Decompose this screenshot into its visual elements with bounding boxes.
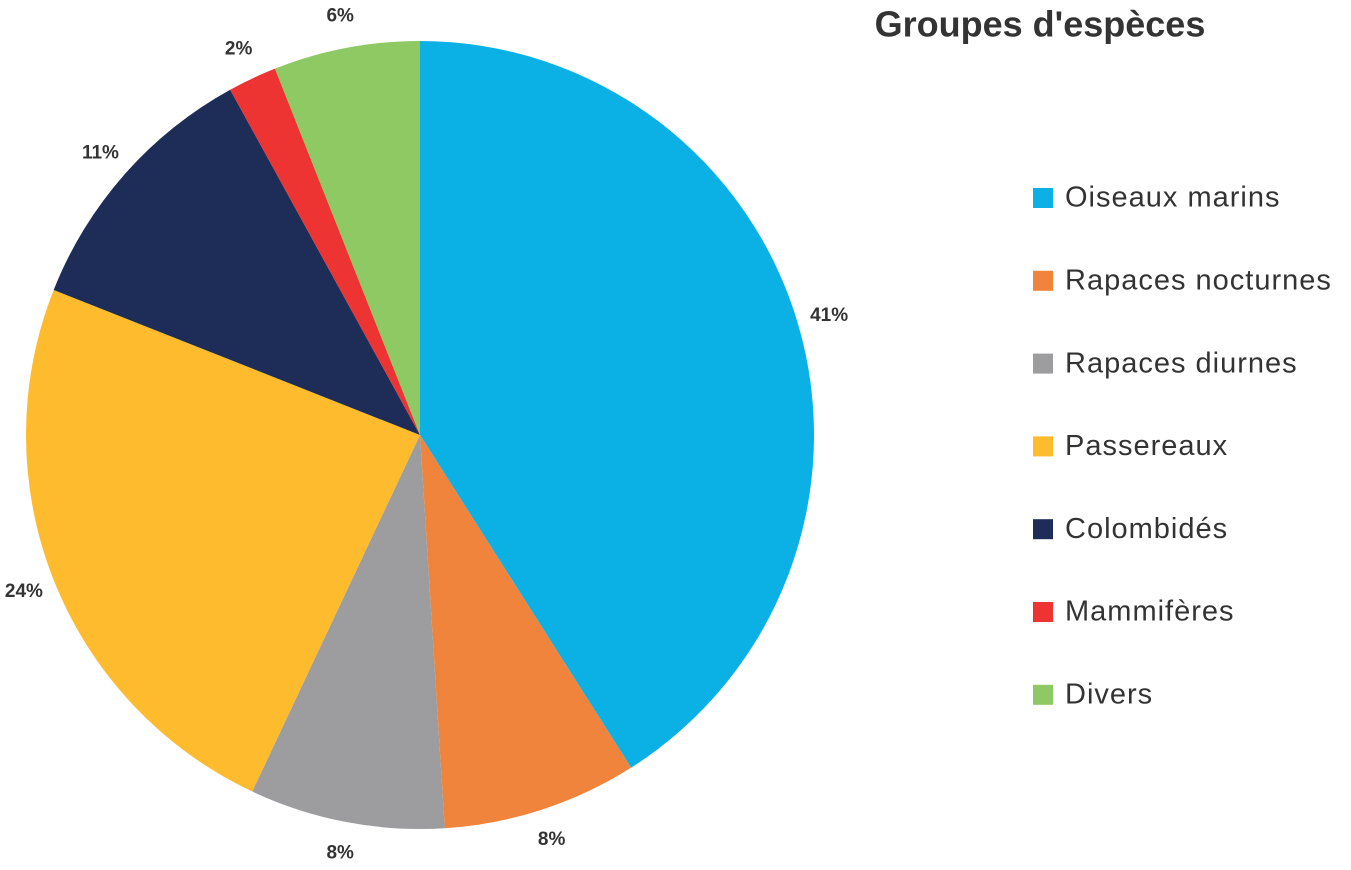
legend-label: Oiseaux marins [1065, 182, 1280, 214]
legend-label: Divers [1065, 678, 1153, 710]
data-label: 8% [326, 842, 354, 863]
legend-label: Colombidés [1065, 513, 1228, 545]
pie-slice [230, 68, 420, 436]
data-label: 41% [810, 305, 848, 326]
legend-swatch [1033, 188, 1053, 208]
legend-swatch [1033, 684, 1053, 705]
data-label: 6% [326, 6, 354, 27]
legend-swatch [1033, 436, 1053, 457]
legend-swatch [1033, 519, 1053, 540]
pie-slice [420, 435, 632, 829]
legend-label: Rapaces nocturnes [1065, 264, 1332, 296]
pie-slice [25, 289, 420, 792]
pie-slice [420, 41, 814, 768]
data-label: 24% [5, 581, 43, 602]
pie-slice [252, 435, 445, 829]
legend-swatch [1033, 602, 1053, 622]
legend-swatch [1033, 270, 1053, 291]
legend-label: Passereaux [1065, 430, 1228, 462]
data-label: 11% [82, 142, 119, 163]
pie-slice [274, 41, 420, 435]
legend-label: Rapaces diurnes [1065, 347, 1298, 379]
legend-label: Mammifères [1065, 596, 1235, 628]
chart-title: Groupes d'espèces [875, 4, 1206, 45]
data-label: 2% [225, 39, 253, 60]
data-label: 8% [538, 829, 566, 850]
pie-slice [53, 89, 421, 435]
legend-swatch [1033, 353, 1053, 374]
